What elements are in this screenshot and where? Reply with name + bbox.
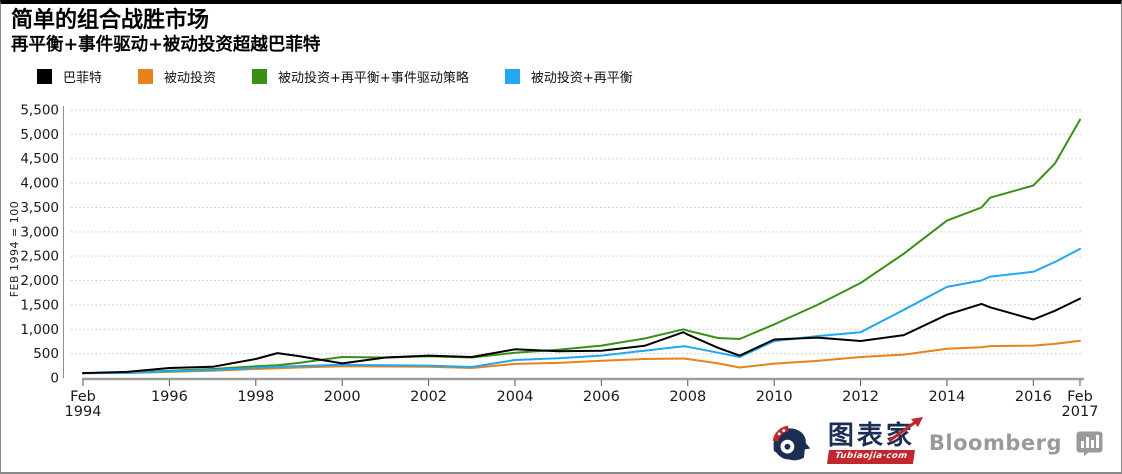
legend-item: 被动投资+再平衡: [504, 67, 633, 86]
tubiaojia-wordmark-block: 图表家 Tubiaojia·com: [827, 416, 923, 464]
x-axis-label: 2010: [756, 389, 793, 405]
x-axis-label: 2004: [497, 389, 534, 405]
y-axis-label: 5,500: [20, 103, 59, 119]
bloomberg-terminal-icon: [1076, 431, 1103, 456]
x-axis-label: 2012: [842, 389, 879, 405]
growth-arrow-icon: [888, 416, 923, 442]
y-axis-label: 500: [33, 346, 59, 362]
legend-item-label: 被动投资+再平衡+事件驱动策略: [278, 71, 469, 86]
page-subtitle: 再平衡+事件驱动+被动投资超越巴菲特: [11, 35, 321, 55]
x-axis-label: 2006: [583, 389, 620, 405]
legend-swatch: [504, 69, 520, 84]
legend-item-label: 巴菲特: [63, 71, 103, 86]
x-axis-label: 1996: [151, 389, 188, 405]
x-axis-label: 2008: [669, 389, 706, 405]
tubiaojia-logo-icon: [772, 425, 811, 461]
y-axis-label: 1,500: [20, 297, 59, 313]
x-axis-label: Feb: [70, 389, 96, 405]
legend: 巴菲特 被动投资 被动投资+再平衡+事件驱动策略 被动投资+再平衡: [37, 67, 633, 86]
series-line: [82, 297, 1081, 375]
x-axis-label: 1998: [237, 389, 274, 405]
x-axis-label: 2016: [1015, 389, 1052, 405]
x-axis-label: 2000: [324, 389, 361, 405]
y-axis-label: 2,500: [20, 249, 59, 265]
chart-canvas: 0 500 1,000 1,500 2,000 2,500 3,000 3,500 4,000 4…: [20, 103, 1099, 421]
series-line: [82, 339, 1081, 375]
series-line: [82, 247, 1081, 375]
bloomberg-wordmark: Bloomberg: [928, 431, 1062, 455]
y-axis-label: 4,000: [20, 176, 59, 192]
x-axis-label: 2017: [1062, 404, 1099, 420]
y-axis-label: 3,500: [20, 200, 59, 216]
legend-item-label: 被动投资+再平衡: [530, 71, 633, 86]
x-axis-label: 2002: [410, 389, 447, 405]
y-axis-label: 0: [50, 371, 59, 387]
legend-item: 巴菲特: [37, 67, 102, 86]
legend-swatch: [37, 69, 52, 84]
page-title: 简单的组合战胜市场: [11, 8, 210, 33]
series-line: [82, 118, 1081, 375]
legend-item: 被动投资: [138, 67, 216, 86]
tubiaojia-domain-banner: Tubiaojia·com: [827, 449, 916, 464]
legend-swatch: [252, 69, 268, 84]
x-axis-label: 2014: [928, 389, 965, 405]
x-axis-label: 1994: [65, 404, 102, 420]
legend-item-label: 被动投资: [164, 71, 217, 86]
y-axis-label: 3,000: [20, 224, 59, 240]
legend-swatch: [138, 69, 154, 84]
y-axis-label: 5,000: [20, 127, 59, 143]
x-axis-label: Feb: [1067, 389, 1093, 405]
y-axis-label: 2,000: [20, 273, 59, 289]
y-axis-label: 1,000: [20, 322, 59, 338]
legend-item: 被动投资+再平衡+事件驱动策略: [252, 67, 469, 86]
y-axis-label: 4,500: [20, 151, 59, 167]
footer-logos: 图表家 Tubiaojia·com Bloomberg: [770, 416, 1103, 465]
